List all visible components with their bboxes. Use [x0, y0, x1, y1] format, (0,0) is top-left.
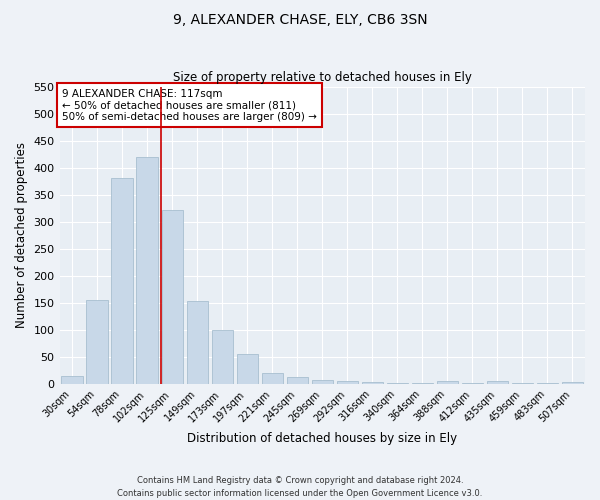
- Bar: [537, 383, 558, 384]
- Bar: [362, 382, 383, 384]
- Bar: [262, 372, 283, 384]
- Bar: [86, 300, 108, 384]
- Text: 9, ALEXANDER CHASE, ELY, CB6 3SN: 9, ALEXANDER CHASE, ELY, CB6 3SN: [173, 12, 427, 26]
- Bar: [112, 178, 133, 384]
- Bar: [187, 302, 208, 384]
- Y-axis label: Number of detached properties: Number of detached properties: [15, 142, 28, 328]
- Bar: [212, 330, 233, 384]
- Bar: [437, 381, 458, 384]
- Bar: [487, 381, 508, 384]
- X-axis label: Distribution of detached houses by size in Ely: Distribution of detached houses by size …: [187, 432, 457, 445]
- Bar: [236, 354, 258, 384]
- Text: 9 ALEXANDER CHASE: 117sqm
← 50% of detached houses are smaller (811)
50% of semi: 9 ALEXANDER CHASE: 117sqm ← 50% of detac…: [62, 88, 317, 122]
- Bar: [136, 157, 158, 384]
- Bar: [387, 383, 408, 384]
- Text: Contains HM Land Registry data © Crown copyright and database right 2024.
Contai: Contains HM Land Registry data © Crown c…: [118, 476, 482, 498]
- Bar: [287, 378, 308, 384]
- Bar: [61, 376, 83, 384]
- Bar: [337, 381, 358, 384]
- Title: Size of property relative to detached houses in Ely: Size of property relative to detached ho…: [173, 72, 472, 85]
- Bar: [161, 210, 183, 384]
- Bar: [311, 380, 333, 384]
- Bar: [562, 382, 583, 384]
